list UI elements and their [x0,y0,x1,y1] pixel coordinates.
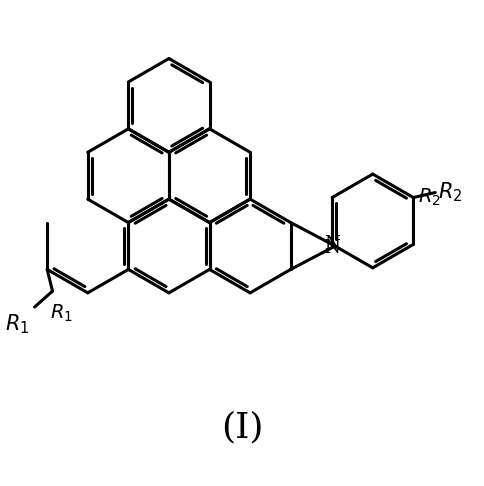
Text: $R_1$: $R_1$ [50,303,73,324]
Text: N: N [324,239,339,257]
Text: (I): (I) [221,411,263,445]
Text: $R_2$: $R_2$ [417,187,440,208]
Text: N: N [324,235,339,253]
Text: $R_1$: $R_1$ [5,312,30,336]
Text: $R_2$: $R_2$ [438,181,462,204]
